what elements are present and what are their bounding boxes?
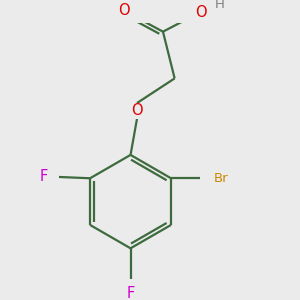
Text: H: H (215, 0, 225, 11)
Text: Br: Br (214, 172, 228, 185)
Text: O: O (195, 5, 206, 20)
Text: O: O (118, 3, 130, 18)
Text: F: F (39, 169, 47, 184)
Text: F: F (126, 286, 135, 300)
Text: O: O (131, 103, 143, 118)
